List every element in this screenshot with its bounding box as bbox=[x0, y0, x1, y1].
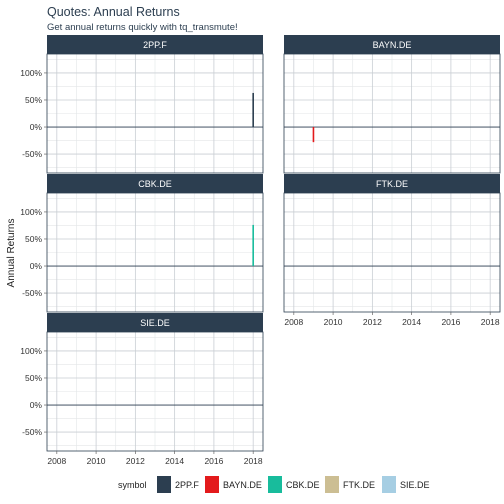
panel-sie-de: SIE.DE -50% 0% 50% 100% 2008 2010 2012 2014 2016 2… bbox=[20, 313, 264, 466]
y-tick-label: 100% bbox=[20, 68, 42, 78]
y-tick-label: 100% bbox=[20, 346, 42, 356]
x-tick-label: 2008 bbox=[47, 456, 66, 466]
legend-title: symbol bbox=[118, 480, 147, 490]
legend-label: CBK.DE bbox=[286, 480, 320, 490]
legend-key-bayn-de bbox=[205, 476, 219, 493]
x-tick-label: 2016 bbox=[441, 317, 460, 327]
bar-bayn-de-2009 bbox=[312, 127, 315, 143]
x-tick-label: 2016 bbox=[204, 456, 223, 466]
legend-key-sie-de bbox=[382, 476, 396, 493]
legend-key-cbk-de bbox=[268, 476, 282, 493]
chart-subtitle: Get annual returns quickly with tq_trans… bbox=[47, 22, 238, 33]
y-tick-label: 50% bbox=[25, 373, 42, 383]
x-tick-label: 2012 bbox=[363, 317, 382, 327]
facet-panels: 2PP.F -50% 0% 50% 100% BAYN.DE CBK.DE -50% 0% 50%… bbox=[20, 35, 501, 466]
y-tick-label: 50% bbox=[25, 95, 42, 105]
panel-cbk-de: CBK.DE -50% 0% 50% 100% bbox=[20, 174, 264, 313]
legend-key-2pp-f bbox=[157, 476, 171, 493]
panel-strip-label: FTK.DE bbox=[376, 179, 408, 189]
y-tick-label: -50% bbox=[22, 427, 42, 437]
panel-strip bbox=[47, 174, 263, 193]
y-tick-label: -50% bbox=[22, 149, 42, 159]
legend: symbol 2PP.F BAYN.DE CBK.DE FTK.DE SIE.DE bbox=[118, 476, 430, 493]
panel-strip-label: 2PP.F bbox=[143, 40, 167, 50]
x-tick-label: 2014 bbox=[165, 456, 184, 466]
legend-key-ftk-de bbox=[325, 476, 339, 493]
panel-strip-label: BAYN.DE bbox=[373, 40, 412, 50]
panel-2pp-f: 2PP.F -50% 0% 50% 100% bbox=[20, 35, 264, 174]
bar-cbk-de-2018 bbox=[252, 224, 254, 267]
panel-strip bbox=[284, 35, 500, 54]
x-tick-label: 2018 bbox=[481, 317, 500, 327]
y-tick-label: 50% bbox=[25, 234, 42, 244]
panel-border bbox=[46, 53, 264, 174]
y-tick-label: 0% bbox=[30, 261, 43, 271]
panel-strip-label: CBK.DE bbox=[138, 179, 172, 189]
panel-strip bbox=[284, 174, 500, 193]
panel-border bbox=[283, 192, 501, 313]
panel-strip bbox=[47, 35, 263, 54]
x-tick-label: 2008 bbox=[284, 317, 303, 327]
panel-strip bbox=[47, 313, 263, 332]
y-tick-label: 100% bbox=[20, 207, 42, 217]
bar-2pp-f-2018 bbox=[252, 92, 254, 128]
panel-border bbox=[46, 192, 264, 313]
panel-ftk-de: FTK.DE 2008 2010 2012 2014 2016 2018 bbox=[283, 174, 501, 327]
y-axis-title: Annual Returns bbox=[6, 219, 17, 288]
legend-label: BAYN.DE bbox=[223, 480, 262, 490]
x-tick-label: 2010 bbox=[87, 456, 106, 466]
panel-strip-label: SIE.DE bbox=[140, 318, 170, 328]
legend-label: 2PP.F bbox=[175, 480, 199, 490]
x-tick-label: 2018 bbox=[244, 456, 263, 466]
y-tick-label: -50% bbox=[22, 288, 42, 298]
x-tick-label: 2014 bbox=[402, 317, 421, 327]
y-tick-label: 0% bbox=[30, 400, 43, 410]
y-tick-label: 0% bbox=[30, 122, 43, 132]
legend-label: SIE.DE bbox=[400, 480, 430, 490]
panel-bayn-de: BAYN.DE bbox=[283, 35, 501, 174]
panel-border bbox=[46, 331, 264, 452]
x-tick-label: 2012 bbox=[126, 456, 145, 466]
x-tick-label: 2010 bbox=[324, 317, 343, 327]
panel-border bbox=[283, 53, 501, 174]
legend-label: FTK.DE bbox=[343, 480, 375, 490]
chart-title: Quotes: Annual Returns bbox=[47, 5, 180, 19]
